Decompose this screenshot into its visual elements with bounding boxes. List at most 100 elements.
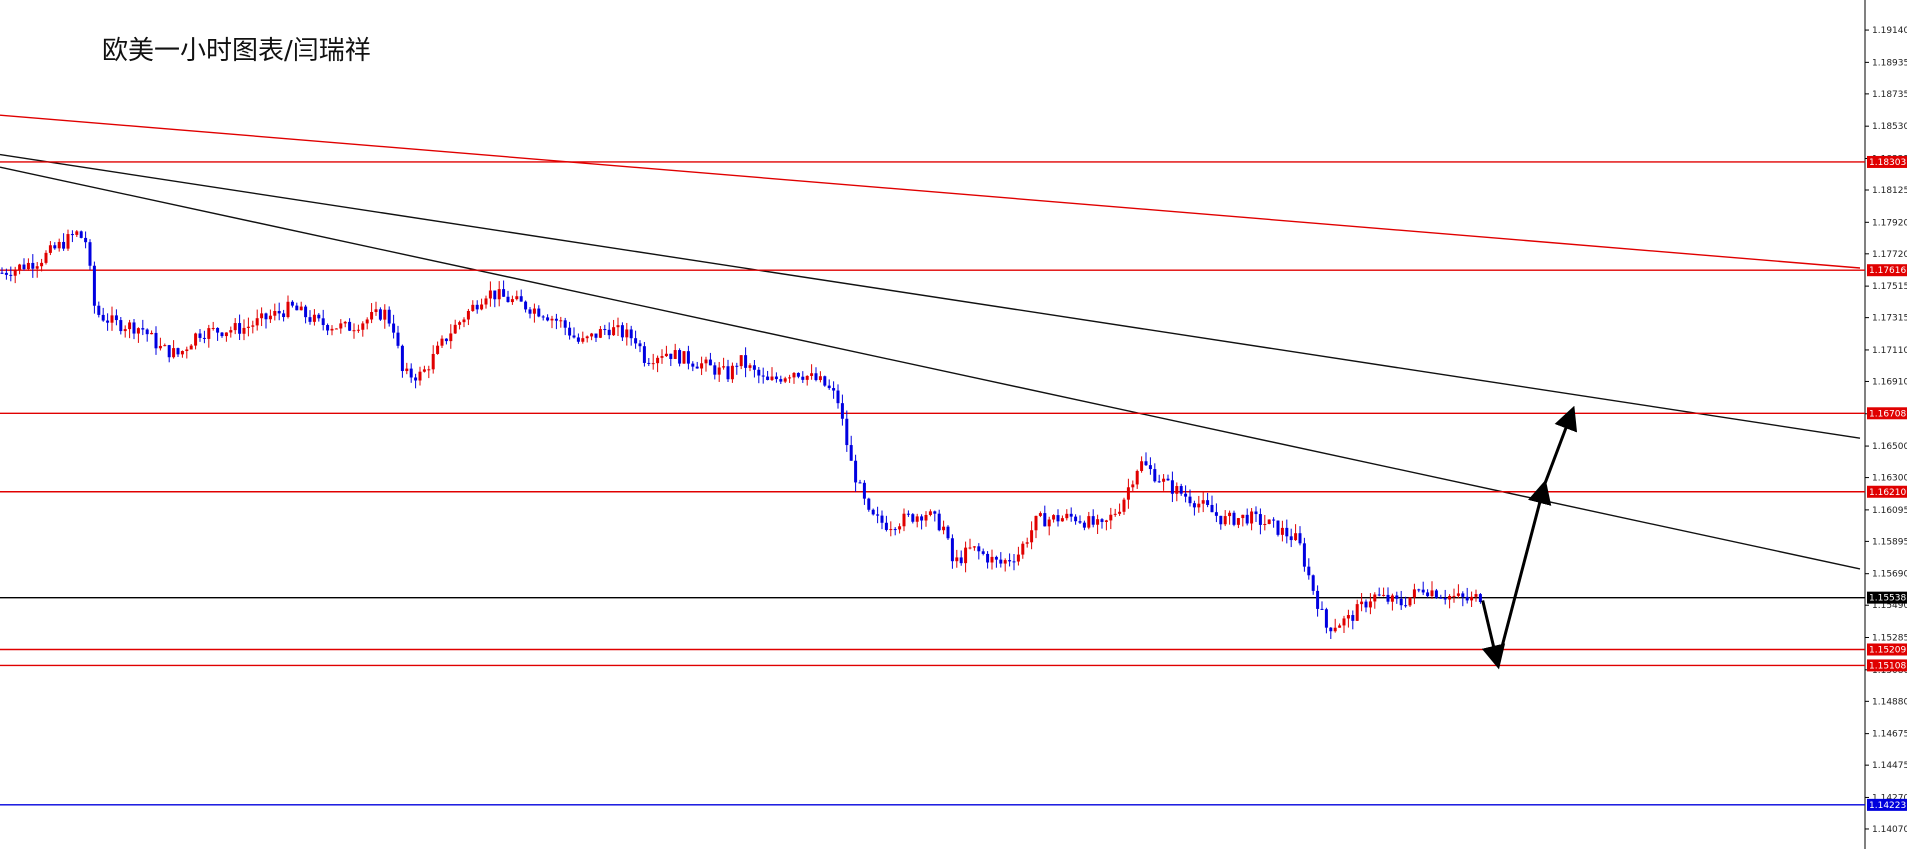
candle-body	[392, 323, 396, 333]
candle-body	[1197, 503, 1201, 508]
candle-body	[260, 313, 264, 319]
candle-body	[713, 365, 717, 375]
candle-body	[810, 373, 814, 376]
candle-body	[977, 546, 981, 552]
candle-body	[1346, 615, 1350, 619]
candle-body	[906, 513, 910, 515]
candle-body	[506, 296, 510, 303]
candle-body	[57, 241, 61, 249]
candle-body	[361, 323, 365, 330]
candle-body	[1461, 593, 1465, 597]
candle-body	[436, 345, 440, 354]
candle-body	[546, 317, 550, 321]
candle-body	[75, 231, 79, 235]
candle-body	[141, 328, 145, 330]
candle-body	[255, 318, 259, 326]
candle-body	[682, 351, 686, 364]
candle-body	[321, 318, 325, 326]
candle-body	[444, 338, 448, 342]
candle-body	[1008, 560, 1012, 562]
candle-body	[194, 333, 198, 346]
candle-body	[1056, 515, 1060, 522]
candle-body	[1038, 513, 1042, 516]
candle-body	[739, 355, 743, 367]
candle-body	[172, 348, 176, 358]
candle-body	[246, 326, 250, 328]
candle-body	[62, 241, 66, 249]
candle-body	[849, 445, 853, 461]
candle-body	[1390, 595, 1394, 602]
candle-body	[238, 323, 242, 334]
candle-body	[1148, 465, 1152, 470]
candle-body	[770, 376, 774, 380]
candle-body	[937, 513, 941, 531]
candle-body	[484, 298, 488, 305]
candle-body	[774, 376, 778, 380]
candle-body	[427, 369, 431, 371]
candle-body	[1320, 608, 1324, 610]
candle-body	[4, 272, 8, 275]
candle-body	[1430, 590, 1434, 597]
candle-body	[84, 237, 88, 243]
candle-body	[304, 306, 308, 318]
candle-body	[955, 557, 959, 562]
candle-body	[348, 321, 352, 331]
current-price-badge	[1867, 591, 1907, 604]
candle-body	[414, 377, 418, 381]
trend-line	[0, 166, 1861, 570]
candle-body	[1144, 461, 1148, 466]
candle-body	[202, 337, 206, 339]
candle-body	[1417, 589, 1421, 591]
candle-body	[431, 353, 435, 370]
candle-body	[524, 301, 528, 310]
candle-body	[154, 332, 158, 349]
candle-body	[475, 304, 479, 310]
candle-body	[1043, 513, 1047, 527]
candle-body	[26, 262, 30, 270]
candle-body	[1065, 513, 1069, 519]
candle-body	[224, 332, 228, 337]
candle-body	[1452, 595, 1456, 597]
chart-title: 欧美一小时图表/闫瑞祥	[102, 36, 371, 66]
candle-body	[1289, 536, 1293, 541]
candle-body	[176, 348, 180, 355]
candle-body	[832, 388, 836, 391]
price-level-label: 1.15209	[1869, 645, 1906, 655]
candle-body	[1412, 589, 1416, 598]
candle-body	[493, 290, 497, 300]
candle-body	[400, 345, 404, 372]
candle-body	[449, 333, 453, 342]
candle-body	[1003, 560, 1007, 564]
candle-body	[1104, 520, 1108, 522]
forecast-arrow-1	[1481, 600, 1506, 670]
candle-body	[1025, 542, 1029, 544]
candle-body	[233, 323, 237, 331]
candle-body	[273, 310, 277, 316]
candle-body	[581, 338, 585, 342]
candle-body	[396, 332, 400, 346]
candle-body	[356, 329, 360, 331]
candle-body	[796, 372, 800, 377]
candle-body	[510, 299, 514, 303]
candle-body	[871, 509, 875, 515]
candle-body	[752, 365, 756, 370]
candle-body	[229, 330, 233, 333]
candle-body	[308, 317, 312, 322]
candle-body	[1241, 514, 1245, 519]
candle-body	[722, 366, 726, 368]
candle-body	[902, 513, 906, 527]
candle-body	[31, 262, 35, 269]
candle-body	[488, 290, 492, 299]
candle-body	[1434, 590, 1438, 598]
candle-body	[946, 526, 950, 539]
candle-body	[1448, 596, 1452, 600]
candle-body	[1316, 590, 1320, 609]
candle-body	[370, 312, 374, 320]
candle-body	[1113, 513, 1117, 515]
candle-body	[563, 320, 567, 328]
candle-body	[845, 418, 849, 446]
candle-body	[1091, 516, 1095, 525]
candle-body	[79, 231, 83, 238]
candle-body	[242, 327, 246, 334]
candle-body	[1368, 601, 1372, 608]
